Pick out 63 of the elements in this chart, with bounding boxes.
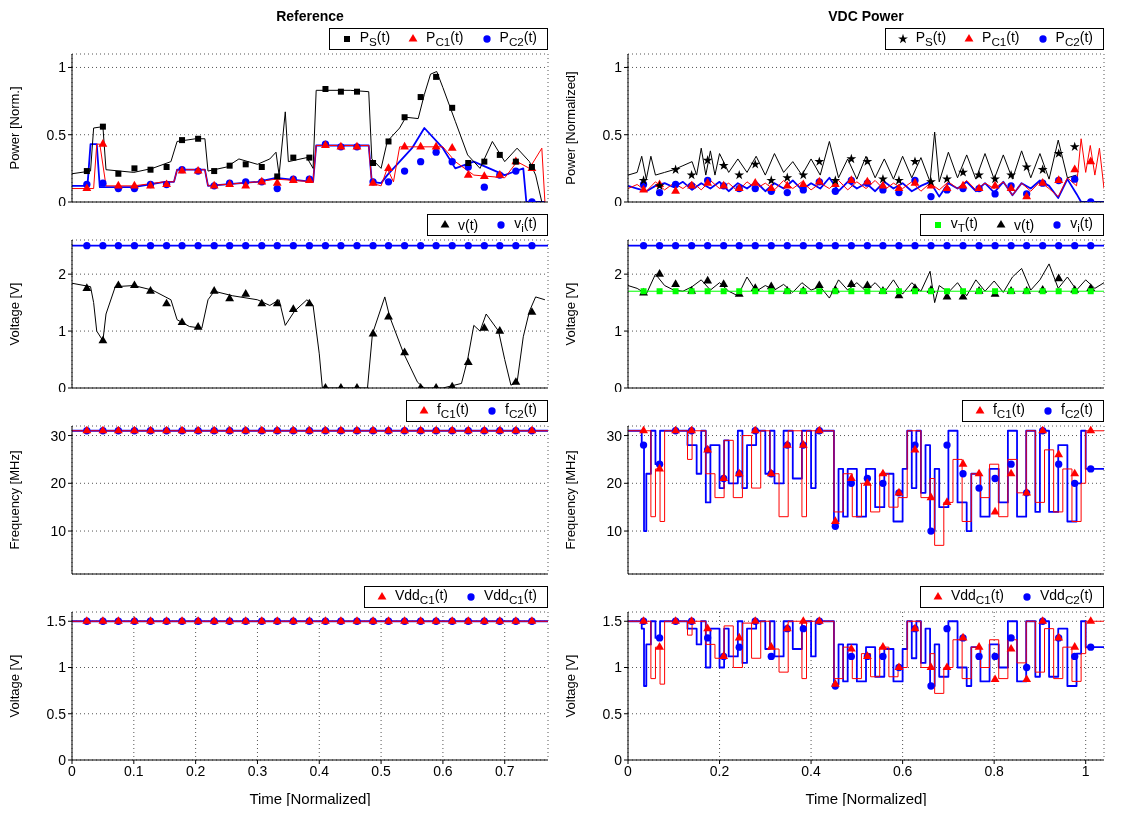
- legend-label: P$_{C1}$(t): [982, 27, 1020, 50]
- y-tick-label: 10: [50, 523, 67, 539]
- y-tick-label: 1: [58, 59, 67, 76]
- x-tick-label: 0.6: [433, 762, 453, 779]
- legend-label: f$_{C1}$(t): [992, 399, 1025, 422]
- legend-label: P$_{C1}$(t): [426, 27, 464, 50]
- y-tick-label: 1: [614, 323, 623, 340]
- chart-title: Reference: [275, 8, 345, 26]
- legend-label: v(t): [457, 216, 479, 235]
- legend-label: Vdd$_{C2}$(t): [1039, 585, 1093, 608]
- x-tick-label: 0.2: [185, 762, 206, 779]
- y-tick-label: 0.5: [46, 126, 67, 143]
- y-axis-title: Frequency [MHz]: [562, 450, 578, 550]
- y-tick-label: 2: [58, 266, 67, 283]
- y-axis-title: Power [Norm.]: [6, 86, 22, 170]
- x-tick-label: 0.4: [801, 762, 822, 779]
- y-tick-label: 1.5: [46, 613, 67, 630]
- x-tick-label: 0.3: [247, 762, 268, 779]
- legend-label: v$_{i}$(t): [514, 213, 537, 236]
- y-tick-label: 30: [50, 427, 67, 444]
- y-axis-title: Voltage [V]: [6, 282, 22, 346]
- legend-label: f$_{C1}$(t): [436, 399, 469, 422]
- legend-label: P$_{S}$(t): [359, 27, 391, 50]
- y-tick-label: 0: [614, 751, 623, 768]
- y-tick-label: 0.5: [46, 705, 67, 722]
- y-tick-label: 1: [614, 659, 623, 676]
- legend-label: v(t): [1013, 216, 1035, 235]
- legend-label: P$_{C2}$(t): [499, 27, 537, 50]
- x-tick-label: 0.8: [984, 762, 1005, 779]
- y-tick-label: 0.5: [602, 126, 623, 143]
- legend-label: v$_{i}$(t): [1070, 213, 1093, 236]
- legend-label: P$_{C2}$(t): [1055, 27, 1093, 50]
- y-tick-label: 20: [606, 475, 623, 492]
- x-tick-label: 0.7: [494, 762, 515, 779]
- y-tick-label: 1: [58, 323, 67, 340]
- y-tick-label: 1: [614, 59, 623, 76]
- legend-label: f$_{C2}$(t): [1060, 399, 1093, 422]
- y-axis-title: Voltage [V]: [562, 282, 578, 346]
- legend-label: Vdd$_{C1}$(t): [483, 585, 537, 608]
- x-tick-label: 1: [1081, 762, 1090, 779]
- legend-label: v$_{T}$(t): [950, 213, 978, 236]
- legend-label: P$_{S}$(t): [915, 27, 947, 50]
- y-axis-title: Voltage [V]: [6, 654, 22, 718]
- legend-label: f$_{C2}$(t): [504, 399, 537, 422]
- x-tick-label: 0.1: [124, 762, 144, 779]
- y-tick-label: 1: [58, 659, 67, 676]
- y-tick-label: 20: [50, 475, 67, 492]
- x-tick-label: 0.2: [709, 762, 730, 779]
- y-tick-label: 10: [606, 523, 623, 539]
- y-tick-label: 0.5: [602, 705, 623, 722]
- y-axis-title: Frequency [MHz]: [6, 450, 22, 550]
- x-tick-label: 0.4: [309, 762, 330, 779]
- x-tick-label: 0.5: [371, 762, 392, 779]
- y-axis-title: Power [Normalized]: [562, 71, 578, 185]
- y-tick-label: 30: [606, 427, 623, 444]
- y-axis-title: Voltage [V]: [562, 654, 578, 718]
- x-tick-label: 0.6: [892, 762, 913, 779]
- y-tick-label: 2: [614, 266, 623, 283]
- y-tick-label: 0: [58, 751, 67, 768]
- y-tick-label: 1.5: [602, 613, 623, 630]
- legend-label: Vdd$_{C1}$(t): [394, 585, 448, 608]
- legend-label: Vdd$_{C1}$(t): [950, 585, 1004, 608]
- chart-title: VDC Power: [827, 8, 905, 26]
